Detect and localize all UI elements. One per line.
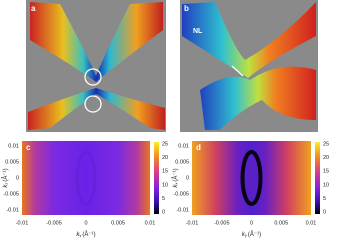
heatmap <box>22 141 150 215</box>
x-tick-label: 0.005 <box>274 220 288 226</box>
heatmap-core <box>246 158 257 198</box>
axis-subscript: z <box>4 183 9 185</box>
axis-unit: (Å⁻¹) <box>172 168 179 181</box>
y-tick-label: -0.01 <box>6 207 19 213</box>
upper-band <box>30 2 163 82</box>
y-tick-label: 0.01 <box>8 143 19 149</box>
panel-b: b NL <box>180 0 318 132</box>
heatmap-ring <box>75 150 97 206</box>
axis-unit: (Å⁻¹) <box>82 231 95 238</box>
axis-label: kz (Å⁻¹) <box>2 168 9 187</box>
x-tick-label: 0.01 <box>306 220 317 226</box>
colorbar-tick-label: 5 <box>162 196 165 202</box>
heatmap-ring <box>240 150 263 206</box>
colorbar-tick-label: 25 <box>162 141 168 147</box>
panel-a: a <box>26 0 166 132</box>
y-tick-label: -0.005 <box>3 191 19 197</box>
axis-label: kx (Å⁻¹) <box>172 168 179 187</box>
x-tick-label: 0.01 <box>145 220 156 226</box>
axis-label: ky(Å⁻¹) <box>242 231 261 238</box>
axis-symbol: k <box>76 232 80 238</box>
x-tick-label: -0.01 <box>16 220 29 226</box>
axis-unit: (Å⁻¹) <box>248 231 261 238</box>
panel-label: d <box>196 143 201 152</box>
axis-unit: (Å⁻¹) <box>2 168 9 181</box>
axis-symbol: k <box>242 232 246 238</box>
colorbar-tick-label: 0 <box>323 209 326 215</box>
colorbar-tick-label: 25 <box>323 141 329 147</box>
x-tick-label: -0.005 <box>214 220 230 226</box>
highlight-circle <box>84 68 102 86</box>
colorbar-tick-label: 20 <box>323 155 329 161</box>
colorbar-tick-label: 10 <box>162 182 168 188</box>
axis-symbol: k <box>3 184 9 188</box>
colorbar-tick-label: 15 <box>323 169 329 175</box>
x-tick-label: -0.005 <box>46 220 62 226</box>
y-tick-label: 0 <box>16 175 19 181</box>
x-tick-label: 0 <box>250 220 253 226</box>
panel-label: b <box>184 4 189 13</box>
lower-band <box>28 88 165 130</box>
highlight-circle <box>84 95 102 113</box>
lower-band <box>200 66 316 130</box>
colorbar-tick-label: 15 <box>162 169 168 175</box>
y-tick-label: -0.01 <box>176 207 189 213</box>
x-tick-label: 0.005 <box>111 220 125 226</box>
colorbar-tick-label: 20 <box>162 155 168 161</box>
x-tick-label: -0.01 <box>186 220 199 226</box>
colorbar <box>154 142 159 214</box>
arrow <box>231 65 244 77</box>
y-tick-label: -0.005 <box>173 191 189 197</box>
x-tick-label: 0 <box>84 220 87 226</box>
axis-subscript: x <box>174 183 179 185</box>
axis-label: ky(Å⁻¹) <box>76 231 95 238</box>
colorbar <box>315 142 320 214</box>
y-tick-label: 0 <box>186 175 189 181</box>
panel-label: c <box>26 143 31 152</box>
y-tick-label: 0.005 <box>175 159 189 165</box>
axis-subscript: y <box>79 233 81 238</box>
colorbar-tick-label: 0 <box>162 209 165 215</box>
axis-subscript: y <box>245 233 247 238</box>
colorbar-tick-label: 5 <box>323 196 326 202</box>
y-tick-label: 0.005 <box>5 159 19 165</box>
y-tick-label: 0.01 <box>178 143 189 149</box>
panel-label: a <box>31 4 36 13</box>
axis-symbol: k <box>173 184 179 188</box>
annotation: NL <box>193 28 203 35</box>
colorbar-tick-label: 10 <box>323 182 329 188</box>
upper-band <box>182 2 316 78</box>
